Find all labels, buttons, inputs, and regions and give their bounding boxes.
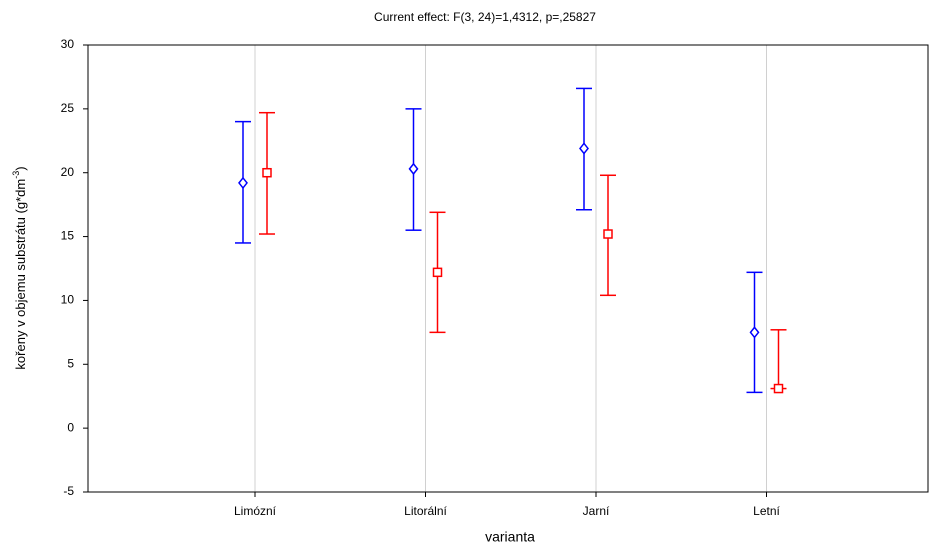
plot-frame — [87, 44, 929, 493]
mean-marker — [773, 383, 784, 394]
mean-marker — [579, 142, 589, 155]
mean-marker — [432, 267, 443, 278]
y-tick-label: 25 — [61, 101, 75, 115]
mean-marker — [238, 176, 248, 190]
y-axis-label: kořeny v objemu substrátu (g*dm-3) — [11, 166, 28, 369]
mean-marker — [262, 167, 272, 178]
x-tick-label: Limózní — [234, 504, 277, 518]
y-axis-label-sup: -3 — [11, 171, 21, 179]
mean-marker — [749, 326, 760, 339]
x-tick-label: Letní — [753, 504, 780, 518]
y-tick-label: 10 — [61, 293, 75, 307]
mean-marker — [408, 162, 419, 176]
y-tick-label: 20 — [61, 165, 75, 179]
mean-marker — [603, 229, 613, 239]
x-tick-label: Jarní — [583, 504, 610, 518]
x-tick-label: Litorální — [404, 504, 447, 518]
y-tick-label: -5 — [63, 484, 74, 498]
y-tick-label: 0 — [67, 420, 74, 434]
y-tick-label: 30 — [61, 37, 75, 51]
y-axis-label-end: ) — [13, 166, 28, 170]
x-axis-label: varianta — [485, 529, 535, 545]
y-tick-label: 15 — [61, 229, 75, 243]
chart-title: Current effect: F(3, 24)=1,4312, p=,2582… — [374, 10, 596, 24]
y-tick-label: 5 — [67, 356, 74, 370]
y-axis-label-text: kořeny v objemu substrátu (g*dm — [13, 179, 28, 370]
